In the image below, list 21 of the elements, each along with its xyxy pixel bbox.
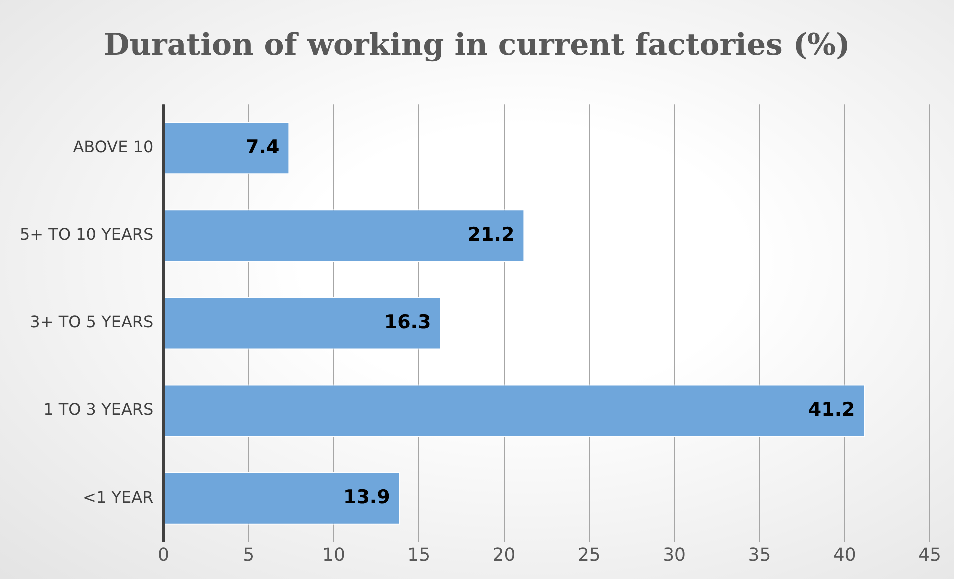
x-tick-label: 45 [918,544,942,566]
x-tick-label: 35 [748,544,772,566]
data-label: 16.3 [384,311,432,334]
x-tick-label: 10 [322,544,346,566]
y-tick-label: 5+ TO 10 YEARS [20,225,154,244]
y-tick-label: 1 TO 3 YEARS [44,400,154,420]
data-label: 21.2 [468,224,515,246]
x-tick-label: 30 [663,544,686,566]
data-label: 13.9 [343,486,390,509]
x-tick-label: 0 [158,544,170,566]
x-tick-label: 40 [833,544,856,566]
y-tick-label: ABOVE 10 [73,138,154,157]
x-tick-label: 20 [492,544,516,566]
chart-title: Duration of working in current factories (%) [102,28,852,63]
data-label: 7.4 [246,136,280,158]
y-tick-label: <1 YEAR [83,488,154,507]
x-tick-label: 15 [408,544,431,566]
data-label: 41.2 [808,398,856,421]
x-tick-label: 5 [243,544,255,566]
x-tick-label: 25 [578,544,601,566]
y-tick-label: 3+ TO 5 YEARS [30,312,154,332]
